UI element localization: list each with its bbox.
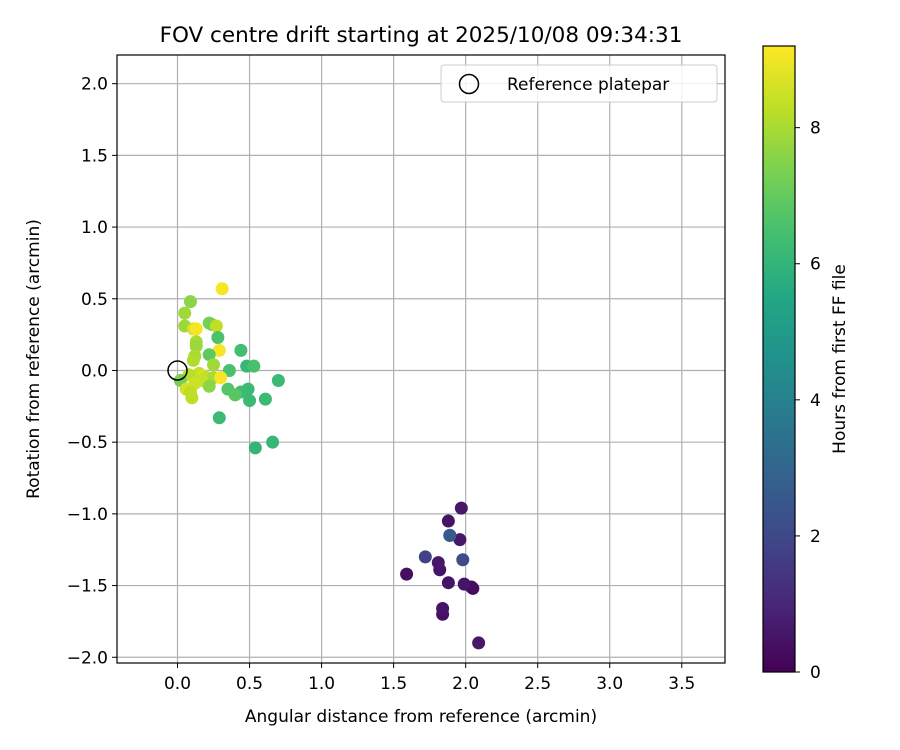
scatter-point [266, 435, 280, 449]
x-tick-label: 1.0 [308, 674, 335, 694]
scatter-point [189, 322, 203, 336]
scatter-point [212, 411, 226, 425]
scatter-point [228, 388, 242, 402]
scatter-point [186, 353, 200, 367]
legend-reference-icon [458, 73, 480, 95]
y-tick-label: 0.5 [81, 290, 108, 310]
scatter-point [189, 339, 203, 353]
scatter-point [178, 306, 192, 320]
colorbar-tick-label: 0 [810, 663, 821, 683]
scatter-point [207, 358, 221, 372]
scatter-point [214, 371, 228, 385]
scatter-point [183, 295, 197, 309]
scatter-point [418, 550, 432, 564]
x-tick-label: 2.0 [452, 674, 479, 694]
scatter-point [431, 556, 445, 570]
x-tick-label: 0.5 [236, 674, 263, 694]
y-tick-label: −2.0 [67, 648, 108, 668]
scatter-point [222, 363, 236, 377]
plot-frame [116, 54, 726, 664]
y-tick-label: −1.5 [67, 577, 108, 597]
x-axis-label: Angular distance from reference (arcmin) [245, 707, 597, 727]
scatter-point [441, 514, 455, 528]
scatter-point [443, 528, 457, 542]
y-tick-label: 1.0 [81, 218, 108, 238]
scatter-point [454, 501, 468, 515]
scatter-point [185, 391, 199, 405]
y-tick-label: 0.0 [81, 361, 108, 381]
scatter-point [258, 392, 272, 406]
y-tick-label: −0.5 [67, 433, 108, 453]
y-gridlines [117, 83, 725, 658]
scatter-point [211, 330, 225, 344]
colorbar-tick-label: 2 [810, 527, 821, 547]
scatter-point [436, 602, 450, 616]
legend-reference-label: Reference platepar [507, 75, 669, 95]
y-tick-label: −1.0 [67, 505, 108, 525]
scatter-point [234, 343, 248, 357]
legend-box [440, 64, 718, 103]
scatter-point [457, 577, 471, 591]
y-tick-label: 1.5 [81, 146, 108, 166]
scatter-points [173, 282, 486, 650]
scatter-point [243, 394, 257, 408]
y-axis-label: Rotation from reference (arcmin) [24, 219, 44, 499]
y-tick-label: 2.0 [81, 75, 108, 95]
colorbar-tick-label: 6 [810, 255, 821, 275]
colorbar-ticks: 0 2 4 6 8 [795, 119, 821, 683]
x-tick-label: 0.0 [164, 674, 191, 694]
colorbar: 0 2 4 6 8 Hours from first FF file [762, 45, 850, 683]
x-tick-label: 2.5 [524, 674, 551, 694]
colorbar-tick-label: 4 [810, 391, 821, 411]
chart-title: FOV centre drift starting at 2025/10/08 … [160, 23, 683, 48]
scatter-point [453, 533, 467, 547]
reference-platepar-marker [167, 360, 188, 381]
scatter-point [400, 567, 414, 581]
scatter-point [212, 343, 226, 357]
scatter-point [271, 374, 285, 388]
legend: Reference platepar [440, 64, 718, 103]
scatter-point [209, 319, 223, 333]
x-tick-label: 1.5 [380, 674, 407, 694]
colorbar-label: Hours from first FF file [830, 264, 850, 454]
scatter-point [472, 636, 486, 650]
scatter-point [247, 359, 261, 373]
colorbar-gradient [762, 45, 796, 673]
scatter-point [202, 348, 216, 362]
y-axis-ticks: 2.0 1.5 1.0 0.5 0.0 −0.5 −1.0 −1.5 −2.0 [67, 75, 117, 668]
scatter-point [456, 553, 470, 567]
plot-area: 0.0 0.5 1.0 1.5 2.0 2.5 3.0 3.5 2.01.51.00.50.0… [67, 54, 726, 694]
scatter-point [215, 282, 229, 296]
scatter-point [248, 441, 262, 455]
x-tick-label: 3.0 [596, 674, 623, 694]
scatter-point [202, 379, 216, 393]
x-gridlines [176, 55, 683, 663]
scatter-point [441, 576, 455, 590]
colorbar-tick-label: 8 [810, 119, 821, 139]
x-tick-label: 3.5 [668, 674, 695, 694]
x-axis-ticks: 0.0 0.5 1.0 1.5 2.0 2.5 3.0 3.5 [164, 663, 695, 694]
